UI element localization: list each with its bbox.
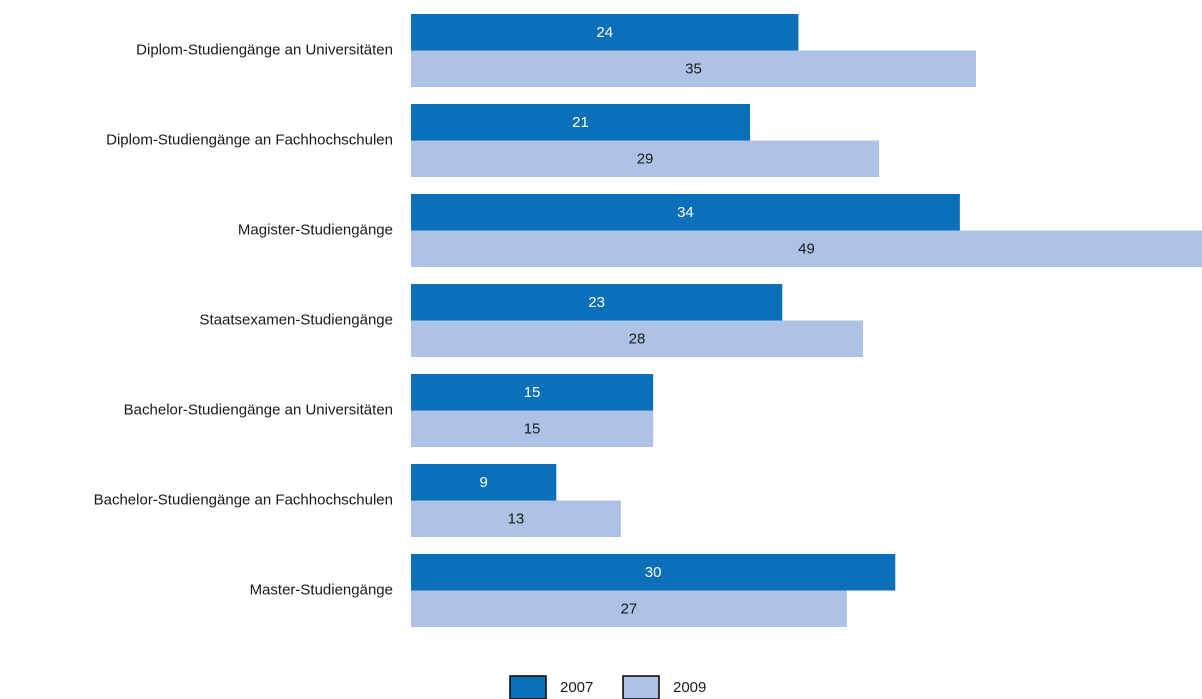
value-label: 21 xyxy=(572,114,589,131)
value-label: 15 xyxy=(524,384,541,401)
legend-swatch xyxy=(622,675,660,699)
category-label: Bachelor-Studiengänge an Fachhochschulen xyxy=(94,491,393,508)
bar xyxy=(411,374,654,411)
bar xyxy=(411,14,799,51)
value-label: 27 xyxy=(621,601,638,618)
value-label: 30 xyxy=(645,564,662,581)
value-label: 9 xyxy=(479,474,487,491)
value-label: 34 xyxy=(677,204,694,221)
bar xyxy=(411,104,750,141)
bar xyxy=(411,590,847,627)
bar xyxy=(411,410,654,447)
value-label: 35 xyxy=(685,61,702,78)
category-label: Diplom-Studiengänge an Universitäten xyxy=(136,41,393,58)
legend-label: 2007 xyxy=(560,679,593,696)
bar xyxy=(411,284,783,321)
value-label: 28 xyxy=(629,331,646,348)
bar xyxy=(411,464,557,501)
legend-swatch xyxy=(509,675,547,699)
bar xyxy=(411,194,960,231)
bar xyxy=(411,554,896,591)
category-label: Bachelor-Studiengänge an Universitäten xyxy=(124,401,393,418)
category-label: Staatsexamen-Studiengänge xyxy=(200,311,393,328)
value-label: 49 xyxy=(798,241,815,258)
bar xyxy=(411,140,880,177)
category-label: Master-Studiengänge xyxy=(250,581,393,598)
category-label: Magister-Studiengänge xyxy=(238,221,393,238)
bar xyxy=(411,50,976,87)
value-label: 15 xyxy=(524,421,541,438)
bar xyxy=(411,230,1202,267)
category-label: Diplom-Studiengänge an Fachhochschulen xyxy=(106,131,393,148)
value-label: 24 xyxy=(596,24,613,41)
bar xyxy=(411,500,621,537)
legend-label: 2009 xyxy=(673,679,706,696)
value-label: 13 xyxy=(508,511,525,528)
value-label: 23 xyxy=(588,294,605,311)
bar xyxy=(411,320,863,357)
value-label: 29 xyxy=(637,151,654,168)
